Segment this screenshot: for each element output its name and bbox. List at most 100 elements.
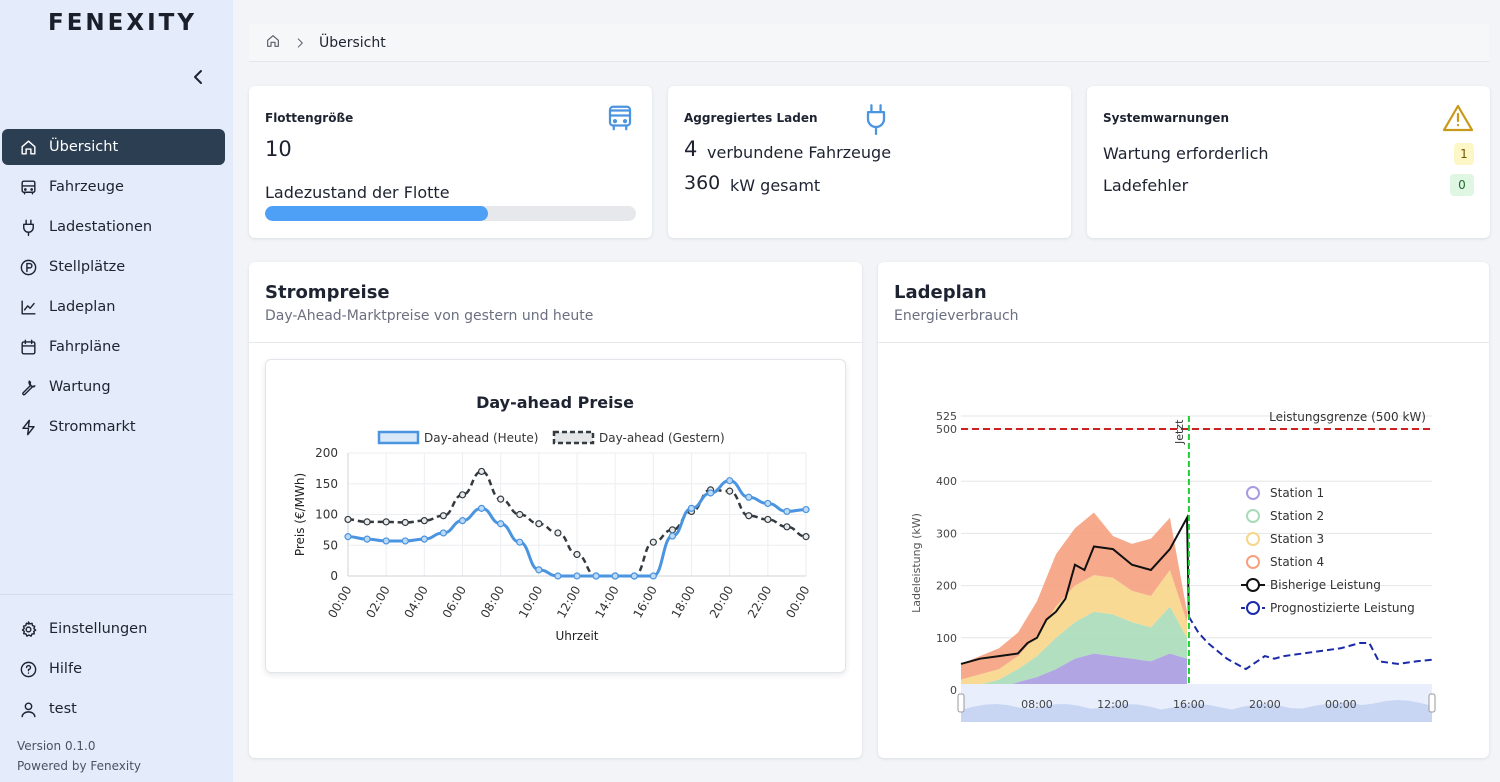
- data-point-heute: [344, 533, 352, 541]
- sidebar-item-hilfe[interactable]: Hilfe: [2, 651, 225, 687]
- data-point-heute: [745, 493, 753, 501]
- charging-error-badge[interactable]: 0: [1450, 174, 1474, 196]
- range-slider-handle-left: [957, 693, 965, 713]
- sidebar-item-stellplaetze[interactable]: Stellplätze: [2, 249, 225, 285]
- aggregated-charging-title: Aggregiertes Laden: [684, 111, 818, 125]
- x-tick-label: 04:00: [402, 584, 431, 621]
- day-ahead-price-chart[interactable]: Day-ahead Preise Day-ahead (Heute) Day-ahe…: [266, 360, 845, 672]
- fleet-size-card: Flottengröße 10 Ladezustand der Flotte: [249, 86, 652, 238]
- legend-label: Prognostizierte Leistung: [1270, 601, 1415, 615]
- sidebar-item-label: test: [49, 701, 77, 717]
- electricity-prices-panel: Strompreise Day-Ahead-Marktpreise von ge…: [249, 262, 862, 758]
- sidebar-item-wartung[interactable]: Wartung: [2, 369, 225, 405]
- legend-marker: [1246, 486, 1260, 500]
- legend-label-heute: Day-ahead (Heute): [424, 431, 538, 445]
- sidebar-item-label: Fahrpläne: [49, 339, 121, 355]
- data-point-heute: [649, 572, 657, 580]
- data-point-gestern: [420, 517, 428, 525]
- legend-label: Station 3: [1270, 532, 1324, 546]
- data-point-gestern: [535, 520, 543, 528]
- bus-icon: [608, 105, 632, 131]
- y-tick-label: 100: [936, 632, 957, 645]
- electricity-prices-subtitle: Day-Ahead-Marktpreise von gestern und he…: [265, 308, 594, 324]
- area-station-2: [961, 606, 1188, 690]
- breadcrumb: Übersicht: [249, 24, 1489, 62]
- y-axis-label: Preis (€/MWh): [293, 473, 307, 556]
- x-axis-label: Uhrzeit: [555, 629, 598, 643]
- collapse-sidebar-button[interactable]: [188, 64, 208, 90]
- parking-icon: [18, 257, 38, 277]
- x-tick-label: 18:00: [669, 584, 698, 621]
- sidebar-item-fahrzeuge[interactable]: Fahrzeuge: [2, 169, 225, 205]
- data-point-heute: [420, 535, 428, 543]
- x-tick-label: 06:00: [440, 584, 469, 621]
- sidebar-item-einstellungen[interactable]: Einstellungen: [2, 611, 225, 647]
- data-point-gestern: [382, 518, 390, 526]
- app-logo[interactable]: FENEXITY: [48, 10, 198, 36]
- version-text: Version 0.1.0: [17, 739, 96, 753]
- y-tick-label: 150: [315, 477, 338, 491]
- y-tick-label: 400: [936, 475, 957, 488]
- maintenance-warning-badge[interactable]: 1: [1454, 143, 1474, 165]
- home-icon[interactable]: [265, 33, 281, 53]
- x-tick-label: 00:00: [1325, 698, 1357, 711]
- legend-marker: [1246, 532, 1260, 546]
- data-point-heute: [401, 537, 409, 545]
- data-point-heute: [439, 529, 448, 537]
- charging-error-label: Ladefehler: [1103, 176, 1189, 195]
- sidebar-item-strommarkt[interactable]: Strommarkt: [2, 409, 225, 445]
- data-point-gestern: [649, 538, 657, 546]
- help-icon: [18, 659, 38, 679]
- chevron-left-icon: [194, 70, 202, 84]
- fleet-size-value: 10: [265, 137, 292, 161]
- sidebar-item-uebersicht[interactable]: Übersicht: [2, 129, 225, 165]
- data-point-gestern: [745, 512, 753, 520]
- total-power-value: 360: [684, 172, 721, 194]
- x-tick-label: 20:00: [1249, 698, 1281, 711]
- forecast-power-line: [1188, 616, 1433, 671]
- data-point-heute: [687, 504, 696, 512]
- x-tick-label: 08:00: [478, 584, 507, 621]
- aggregated-charging-card: Aggregiertes Laden 4 verbundene Fahrzeug…: [668, 86, 1071, 238]
- x-tick-label: 22:00: [745, 584, 774, 621]
- y-tick-label: 100: [315, 508, 338, 522]
- sidebar-item-label: Ladestationen: [49, 219, 153, 235]
- sidebar-divider: [0, 594, 233, 595]
- x-tick-label: 20:00: [707, 584, 736, 621]
- sidebar-item-ladeplan[interactable]: Ladeplan: [2, 289, 225, 325]
- y-tick-label: 300: [936, 527, 957, 540]
- data-point-heute: [535, 566, 543, 574]
- x-tick-label: 16:00: [1173, 698, 1205, 711]
- x-tick-label: 08:00: [1021, 698, 1053, 711]
- data-point-gestern: [668, 526, 677, 534]
- area-station-4: [961, 512, 1188, 680]
- data-point-heute: [611, 572, 619, 580]
- data-point-gestern: [497, 495, 505, 503]
- bolt-icon: [18, 417, 38, 437]
- home-icon: [18, 137, 38, 157]
- data-point-heute: [363, 535, 371, 543]
- legend-label: Station 1: [1270, 486, 1324, 500]
- legend-swatch-heute: [377, 430, 420, 445]
- x-tick-label: 00:00: [783, 584, 812, 621]
- data-point-gestern: [554, 529, 562, 537]
- historical-power-line: [960, 513, 1190, 665]
- connected-vehicles-value: 4: [684, 137, 698, 161]
- now-label: Jetzt: [1173, 419, 1186, 445]
- plug-icon: [866, 104, 886, 135]
- sidebar-item-fahrplaene[interactable]: Fahrpläne: [2, 329, 225, 365]
- data-point-heute: [802, 505, 810, 514]
- legend-label: Bisherige Leistung: [1270, 578, 1381, 592]
- y-tick-label: 0: [950, 684, 957, 697]
- sidebar-item-ladestationen[interactable]: Ladestationen: [2, 209, 225, 245]
- x-tick-label: 10:00: [516, 584, 545, 621]
- system-warnings-title: Systemwarnungen: [1103, 111, 1229, 125]
- data-point-gestern: [783, 523, 791, 531]
- y-tick-label: 525: [936, 410, 957, 423]
- sidebar-item-user[interactable]: test: [2, 691, 225, 727]
- legend-marker: [1246, 509, 1260, 523]
- data-point-gestern: [439, 512, 448, 520]
- data-point-heute: [554, 572, 562, 580]
- electricity-prices-title: Strompreise: [265, 282, 390, 303]
